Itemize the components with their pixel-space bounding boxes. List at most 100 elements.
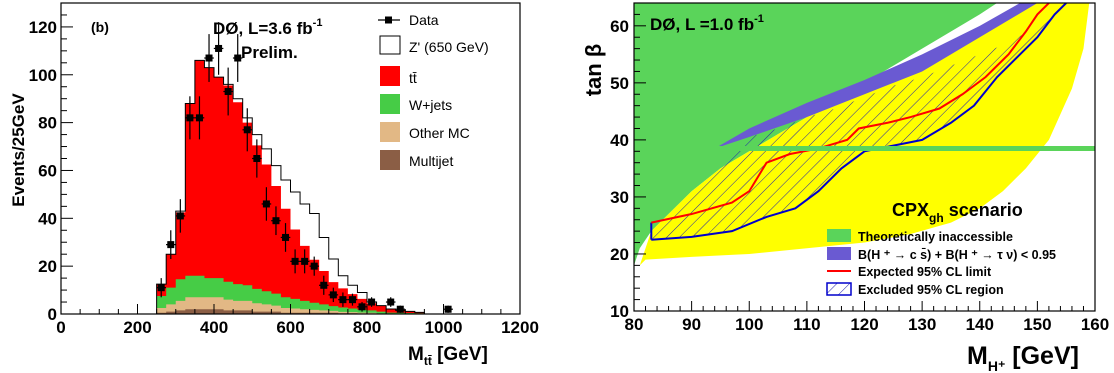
legend-item-multijet: Multijet <box>380 150 453 170</box>
x-tick-label: 100 <box>735 315 763 334</box>
data-point <box>213 22 224 75</box>
y-tick-label: 10 <box>610 302 629 321</box>
data-point <box>357 302 367 312</box>
x-tick-label: 150 <box>1023 315 1051 334</box>
left-axis-ticks: 0 200 400 600 800 1000 1200 0 20 40 60 80 100 120 <box>29 2 539 337</box>
data-marker <box>167 241 175 249</box>
legend-excluded-swatch <box>826 282 852 296</box>
x-tick-label: 140 <box>966 315 994 334</box>
right-chart: 80 90 100 110 120 130 140 150 160 10 20 30 40 50 60 DØ… <box>581 2 1109 373</box>
y-tick-label: 20 <box>610 245 629 264</box>
scenario-main: CPX <box>892 200 929 220</box>
data-marker <box>243 126 251 134</box>
data-point <box>165 230 176 259</box>
data-point <box>366 297 377 307</box>
data-marker <box>195 114 203 122</box>
legend-item-excluded: Excluded 95% CL region <box>826 282 1004 297</box>
x-tick-label: 110 <box>793 315 820 334</box>
x-tick-label: 1000 <box>425 318 463 337</box>
data-marker <box>358 303 366 311</box>
data-point <box>385 297 396 307</box>
x-tick-label: 80 <box>625 315 644 334</box>
legend-inaccessible-swatch <box>827 229 851 242</box>
data-point <box>309 256 319 276</box>
data-point <box>395 305 406 313</box>
legend-othermc-label: Other MC <box>409 125 470 141</box>
legend-item-data: Data <box>378 12 439 28</box>
y-tick-label: 20 <box>38 257 57 276</box>
legend-item-wjets: W+jets <box>380 94 452 114</box>
prelim-label: Prelim. <box>241 43 298 62</box>
right-xlabel-sub: H⁺ <box>988 358 1006 373</box>
legend-branching-swatch <box>827 247 851 260</box>
legend-zprime-swatch <box>379 35 401 55</box>
legend-ttbar-label: tt̄ <box>409 70 417 86</box>
legend-excluded-label: Excluded 95% CL region <box>858 283 1004 297</box>
left-legend: Data Z' (650 GeV) tt̄ W+jets Other MC Mu… <box>378 12 489 170</box>
data-point <box>232 34 243 82</box>
left-x-axis-label: Mtt̄ [GeV] <box>408 344 488 368</box>
expected-limit-line <box>651 3 1050 224</box>
data-point <box>204 34 214 82</box>
legend-expected-label: Expected 95% CL limit <box>858 265 992 279</box>
y-tick-label: 50 <box>610 74 629 93</box>
y-tick-label: 60 <box>38 161 57 180</box>
right-xlabel-main: M <box>967 342 988 370</box>
y-tick-label: 0 <box>48 305 57 324</box>
y-tick-label: 40 <box>38 209 57 228</box>
legend-data-label: Data <box>409 12 439 28</box>
legend-multijet-label: Multijet <box>409 153 453 169</box>
data-marker <box>320 281 328 289</box>
x-tick-label: 800 <box>353 318 381 337</box>
data-point <box>242 108 253 152</box>
data-point <box>271 206 281 236</box>
legend-item-ttbar: tt̄ <box>380 66 417 86</box>
legend-item-othermc: Other MC <box>380 122 470 142</box>
data-marker <box>329 291 337 299</box>
legend-data-marker <box>385 16 392 24</box>
data-marker <box>396 305 404 313</box>
data-point <box>347 293 358 306</box>
left-chart: 0 200 400 600 800 1000 1200 0 20 40 60 80 100 120 (b)… <box>9 2 539 368</box>
right-xlabel-unit: [GeV] <box>1005 342 1079 370</box>
left-xlabel-main: M <box>408 344 424 365</box>
left-lumi-text: DØ, L=3.6 fb <box>213 19 313 38</box>
y-tick-label: 80 <box>38 114 57 133</box>
legend-wjets-swatch <box>380 94 400 114</box>
data-marker <box>291 257 299 265</box>
data-point <box>338 292 348 307</box>
data-point <box>252 139 262 178</box>
data-marker <box>176 212 184 220</box>
data-marker <box>368 298 376 306</box>
legend-multijet-swatch <box>380 150 400 170</box>
data-point <box>156 278 166 298</box>
data-marker <box>339 296 347 304</box>
right-axis-ticks: 80 90 100 110 120 130 140 150 160 10 20 30 40 50 60 <box>610 2 1109 334</box>
legend-zprime-label: Z' (650 GeV) <box>409 39 489 55</box>
data-point <box>223 67 233 116</box>
legend-item-inaccessible: Theoretically inaccessible <box>827 229 1013 244</box>
data-point <box>261 187 272 221</box>
x-tick-label: 0 <box>56 318 65 337</box>
data-marker <box>444 305 452 313</box>
data-marker <box>301 257 309 265</box>
scenario-label: CPXgh scenario <box>892 200 1023 225</box>
legend-inaccessible-label: Theoretically inaccessible <box>858 230 1013 244</box>
data-point <box>194 96 205 140</box>
data-marker <box>224 88 232 96</box>
legend-branching-label: B(H ⁺ → c s̄) + B(H ⁺ → τ ν) < 0.95 <box>858 248 1056 262</box>
right-legend: Theoretically inaccessible B(H ⁺ → c s̄)… <box>826 229 1056 297</box>
right-plot-area <box>634 3 1095 266</box>
x-tick-label: 600 <box>276 318 304 337</box>
right-x-axis-label: MH⁺ [GeV] <box>967 342 1079 373</box>
legend-item-expected: Expected 95% CL limit <box>827 265 992 279</box>
x-tick-label: 90 <box>682 315 701 334</box>
legend-item-zprime: Z' (650 GeV) <box>379 35 489 55</box>
left-lumi-annotation: DØ, L=3.6 fb-1 <box>213 17 322 38</box>
y-tick-label: 40 <box>610 131 629 150</box>
x-tick-label: 120 <box>850 315 878 334</box>
left-y-axis-label: Events/25GeV <box>9 93 28 207</box>
data-point <box>185 96 195 140</box>
data-marker <box>205 54 213 62</box>
